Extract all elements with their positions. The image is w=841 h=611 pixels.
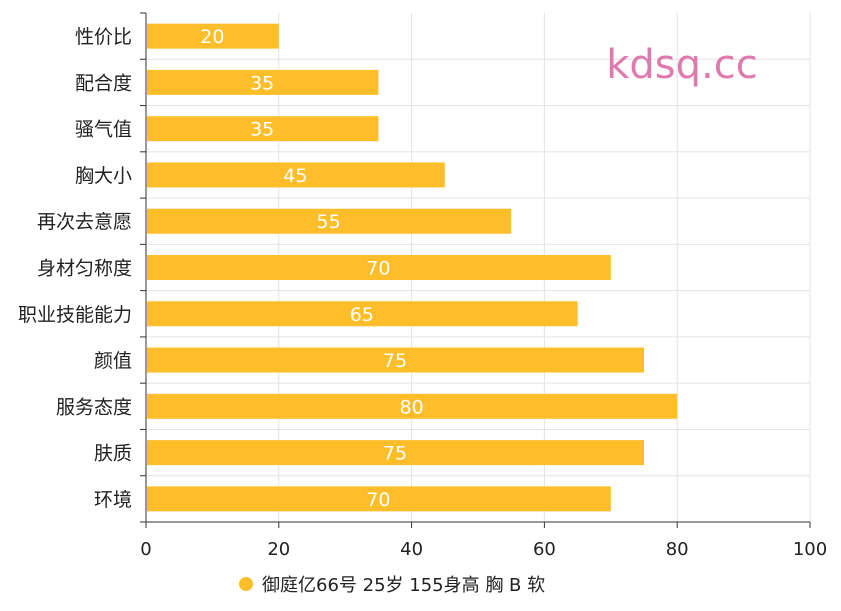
grid-lines bbox=[146, 13, 811, 522]
legend[interactable]: 御庭亿66号 25岁 155身高 胸 B 软 bbox=[239, 575, 545, 596]
bar-value-label: 75 bbox=[383, 350, 407, 372]
bar-value-label: 80 bbox=[400, 396, 424, 418]
bar[interactable] bbox=[147, 486, 611, 512]
bar-value-label: 45 bbox=[283, 165, 307, 187]
category-label: 职业技能能力 bbox=[18, 304, 132, 326]
bar-value-label: 20 bbox=[200, 26, 224, 48]
bars bbox=[147, 23, 678, 512]
legend-marker bbox=[239, 577, 253, 591]
bar[interactable] bbox=[147, 347, 644, 373]
bar-value-label: 55 bbox=[317, 211, 341, 233]
bar[interactable] bbox=[147, 23, 279, 49]
bar-value-label: 35 bbox=[250, 119, 274, 141]
axes bbox=[140, 12, 811, 528]
category-label: 再次去意愿 bbox=[37, 211, 132, 233]
x-tick-label: 20 bbox=[267, 539, 290, 560]
bar[interactable] bbox=[147, 393, 678, 419]
category-label: 配合度 bbox=[75, 72, 132, 94]
bar-value-label: 70 bbox=[366, 258, 390, 280]
category-label: 肤质 bbox=[94, 443, 132, 465]
category-label: 骚气值 bbox=[75, 119, 132, 141]
bar-value-label: 70 bbox=[366, 489, 390, 511]
bar[interactable] bbox=[147, 255, 611, 280]
labels: 0 20 40 60 80 100 20 性价比 35 配合度 35 骚气值 45 胸大小 55 再次去意愿 7… bbox=[18, 26, 827, 560]
x-tick-label: 80 bbox=[666, 539, 689, 560]
category-label: 身材匀称度 bbox=[37, 258, 132, 280]
bar[interactable] bbox=[147, 208, 512, 234]
bar-value-label: 35 bbox=[250, 72, 274, 94]
x-tick-label: 60 bbox=[533, 539, 556, 560]
bar[interactable] bbox=[147, 162, 445, 188]
x-tick-label: 100 bbox=[793, 539, 827, 560]
bar[interactable] bbox=[147, 116, 379, 142]
x-tick-label: 40 bbox=[400, 539, 423, 560]
x-tick-label: 0 bbox=[140, 539, 151, 560]
category-label: 服务态度 bbox=[56, 396, 132, 418]
bar-value-label: 75 bbox=[383, 443, 407, 465]
bar[interactable] bbox=[147, 69, 379, 95]
category-label: 环境 bbox=[94, 489, 132, 511]
category-label: 性价比 bbox=[75, 26, 132, 48]
bar-value-label: 65 bbox=[350, 304, 374, 326]
category-label: 颜值 bbox=[94, 350, 132, 372]
bar[interactable] bbox=[147, 301, 578, 327]
legend-series-name: 御庭亿66号 25岁 155身高 胸 B 软 bbox=[262, 575, 545, 596]
watermark-text: kdsq.cc bbox=[606, 42, 757, 88]
category-label: 胸大小 bbox=[75, 165, 132, 187]
bar[interactable] bbox=[147, 440, 644, 466]
